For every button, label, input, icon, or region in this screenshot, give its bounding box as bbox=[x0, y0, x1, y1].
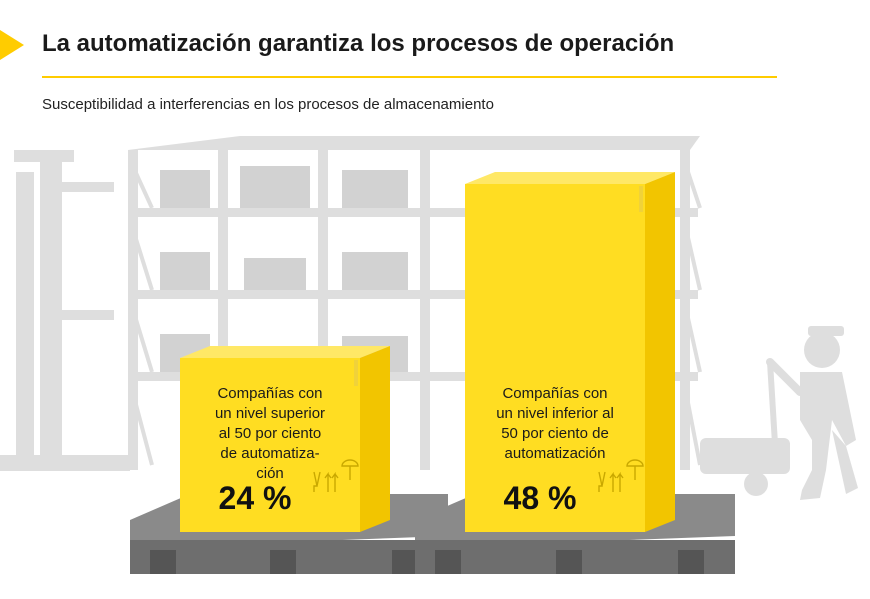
bar-box-2 bbox=[465, 172, 675, 532]
page-subtitle: Susceptibilidad a interferencias en los … bbox=[42, 96, 494, 113]
title-underline bbox=[42, 76, 777, 78]
bar-category-label-line: 50 por ciento de bbox=[501, 425, 609, 442]
tape-strip bbox=[639, 186, 643, 212]
bar-top-face bbox=[465, 172, 675, 184]
bar-category-label-line: Compañías con bbox=[502, 385, 608, 402]
tape-strip bbox=[354, 360, 358, 386]
bar-category-label-line: al 50 por ciento bbox=[218, 425, 322, 442]
bar-side-face bbox=[360, 346, 390, 532]
keep-dry-umbrella-icon bbox=[341, 459, 359, 480]
bars-layer bbox=[180, 172, 675, 532]
bar-category-label-line: un nivel inferior al bbox=[496, 405, 614, 422]
bar-top-face bbox=[180, 346, 390, 358]
bar-value-label: 24 % bbox=[218, 480, 292, 516]
bar bbox=[180, 358, 360, 532]
keep-dry-umbrella-icon bbox=[626, 459, 644, 480]
bar-box-1 bbox=[180, 346, 390, 532]
worker-pallet-jack-icon bbox=[700, 326, 858, 500]
fragile-glass-icon bbox=[598, 471, 606, 492]
bar-category-label-line: un nivel superior bbox=[214, 405, 326, 422]
bar-side-face bbox=[645, 172, 675, 532]
forklift-icon bbox=[0, 150, 130, 471]
bar-category-label-line: automatización bbox=[504, 445, 606, 462]
handling-icons bbox=[598, 459, 644, 492]
corner-arrow-mark bbox=[0, 30, 24, 60]
bar-value-label: 48 % bbox=[503, 480, 577, 516]
fragile-glass-icon bbox=[313, 471, 321, 492]
bar-category-label: Compañías con un nivel superior al 50 por … bbox=[180, 384, 360, 484]
this-way-up-icon bbox=[609, 471, 624, 492]
handling-icons bbox=[313, 459, 359, 492]
bar-category-label-line: de automatiza- bbox=[220, 445, 320, 462]
this-way-up-icon bbox=[324, 471, 339, 492]
page-title: La automatización garantiza los procesos… bbox=[42, 30, 675, 57]
bar-category-label-line: ción bbox=[256, 465, 284, 482]
bar-category-label: Compañías con un nivel inferior al 50 por … bbox=[465, 384, 645, 464]
bar bbox=[465, 184, 645, 532]
bar-category-label-line: Compañías con bbox=[217, 385, 323, 402]
